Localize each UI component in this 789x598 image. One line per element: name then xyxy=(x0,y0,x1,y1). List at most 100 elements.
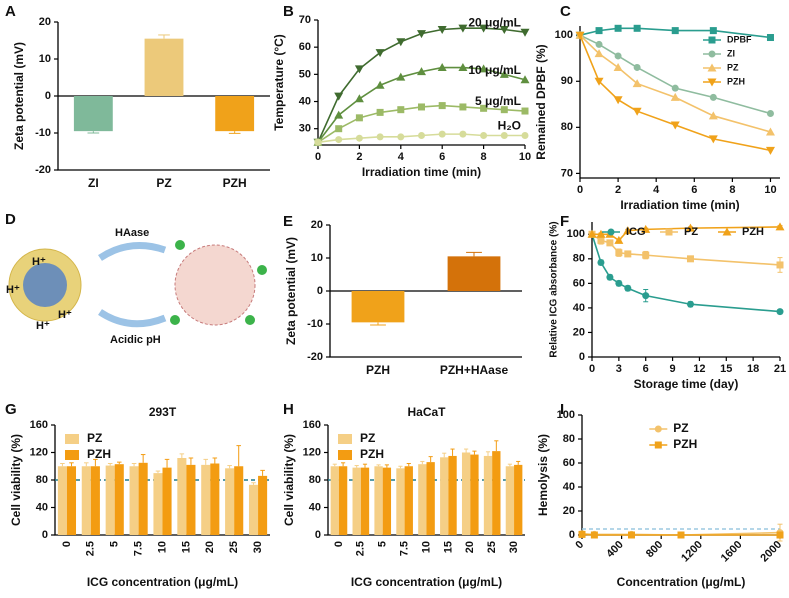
y-tick-label: -10 xyxy=(35,127,51,139)
marker xyxy=(596,229,606,238)
panel-label: H xyxy=(283,401,294,418)
bar xyxy=(360,467,370,535)
x-tick-label: 2000 xyxy=(758,539,784,565)
marker xyxy=(594,77,604,86)
x-tick-label: 20 xyxy=(464,541,476,553)
marker xyxy=(597,259,605,266)
bar xyxy=(225,468,235,535)
x-tick-label: PZH xyxy=(223,176,247,190)
marker xyxy=(521,131,529,139)
y-tick-label: 80 xyxy=(36,474,48,486)
marker xyxy=(397,133,405,141)
x-tick-label: 800 xyxy=(644,539,665,560)
x-tick-label: 12 xyxy=(693,363,705,375)
legend-swatch xyxy=(338,450,352,460)
marker xyxy=(633,24,641,32)
marker xyxy=(597,236,605,244)
proton-label: H⁺ xyxy=(36,320,50,332)
panel-label: B xyxy=(283,3,294,20)
bar xyxy=(234,466,244,535)
marker xyxy=(623,226,633,235)
nanoparticle-core xyxy=(23,263,67,307)
marker xyxy=(499,69,509,78)
y-tick-label: 40 xyxy=(36,501,48,513)
y-tick-label: 60 xyxy=(563,457,575,469)
schematic: D HAase Acidic pH H⁺ H⁺ H⁺ H⁺ xyxy=(5,211,267,346)
y-tick-label: -20 xyxy=(307,351,323,363)
marker xyxy=(520,75,530,84)
bar xyxy=(404,466,413,535)
panel-label: I xyxy=(560,401,564,418)
x-tick-label: 0 xyxy=(577,184,583,196)
series-label: H₂O xyxy=(498,119,521,133)
x-tick-label: 0 xyxy=(333,541,345,547)
marker xyxy=(633,63,641,71)
x-tick-label: PZ xyxy=(156,176,171,190)
marker xyxy=(479,24,489,33)
marker xyxy=(590,531,598,539)
chart-panel: C 70 80 90 100 0 2 4 6 8 10 Irradiation time (min) R… xyxy=(534,3,780,212)
marker xyxy=(613,62,623,71)
marker xyxy=(417,30,426,39)
y-tick-label: 0 xyxy=(45,90,51,102)
x-tick-label: 25 xyxy=(486,541,498,553)
marker xyxy=(641,224,651,233)
x-tick-label: 3 xyxy=(616,363,622,375)
marker xyxy=(355,134,363,142)
marker xyxy=(480,104,488,112)
y-tick-label: 80 xyxy=(563,433,575,445)
panel-label: G xyxy=(5,401,17,418)
y-tick-label: 100 xyxy=(557,409,575,421)
arrow xyxy=(98,309,167,328)
x-tick-label: 2 xyxy=(356,151,362,163)
bar xyxy=(138,462,148,535)
marker xyxy=(334,92,344,101)
dot xyxy=(245,315,255,325)
marker xyxy=(479,64,489,73)
x-axis-label: Irradiation time (min) xyxy=(620,198,739,212)
marker xyxy=(628,531,635,539)
y-tick-label: 30 xyxy=(299,123,311,135)
marker xyxy=(458,24,468,33)
bar xyxy=(514,464,523,535)
marker xyxy=(396,72,406,81)
y-axis-label: Relative ICG absorbance (%) xyxy=(549,221,560,357)
y-tick-label: -10 xyxy=(307,318,323,330)
x-axis-label: Concentration (μg/mL) xyxy=(617,575,746,589)
marker xyxy=(709,27,717,35)
marker xyxy=(613,96,623,105)
marker xyxy=(671,84,679,92)
marker xyxy=(614,24,622,32)
marker xyxy=(578,530,586,538)
marker xyxy=(776,531,784,539)
marker xyxy=(500,131,508,139)
bar xyxy=(114,464,124,535)
y-tick-label: 120 xyxy=(30,446,48,458)
chart-title: 293T xyxy=(149,405,177,419)
y-tick-label: -20 xyxy=(35,164,51,176)
x-axis-label: Irradiation time (min) xyxy=(362,165,481,179)
y-axis-label: Cell viability (%) xyxy=(9,434,23,526)
y-tick-label: 80 xyxy=(561,121,573,133)
x-tick-label: 10 xyxy=(764,184,776,196)
x-tick-label: PZH xyxy=(366,363,390,377)
marker xyxy=(520,28,530,37)
bar xyxy=(153,473,163,535)
marker xyxy=(354,65,364,74)
marker xyxy=(765,127,775,136)
legend-swatch xyxy=(338,434,352,444)
axis xyxy=(54,425,270,536)
marker xyxy=(521,107,529,115)
panel-label: A xyxy=(5,3,16,20)
marker xyxy=(335,136,343,144)
legend-label: PZ xyxy=(360,431,375,445)
legend-label: PZH xyxy=(727,76,745,86)
chart-panel: F 0 20 40 60 80 100 0 3 6 9 12 15 18 21 Storage time (d… xyxy=(549,213,786,391)
bar xyxy=(105,465,115,535)
chart-panel: B 30 40 50 60 70 0 2 4 6 8 10 Irradiation time (min)… xyxy=(272,3,531,179)
marker xyxy=(575,31,585,40)
legend-label: ICG xyxy=(626,226,646,238)
chart-title: HaCaT xyxy=(407,405,446,419)
y-tick-label: 0 xyxy=(579,351,585,363)
x-tick-label: ZI xyxy=(88,176,99,190)
